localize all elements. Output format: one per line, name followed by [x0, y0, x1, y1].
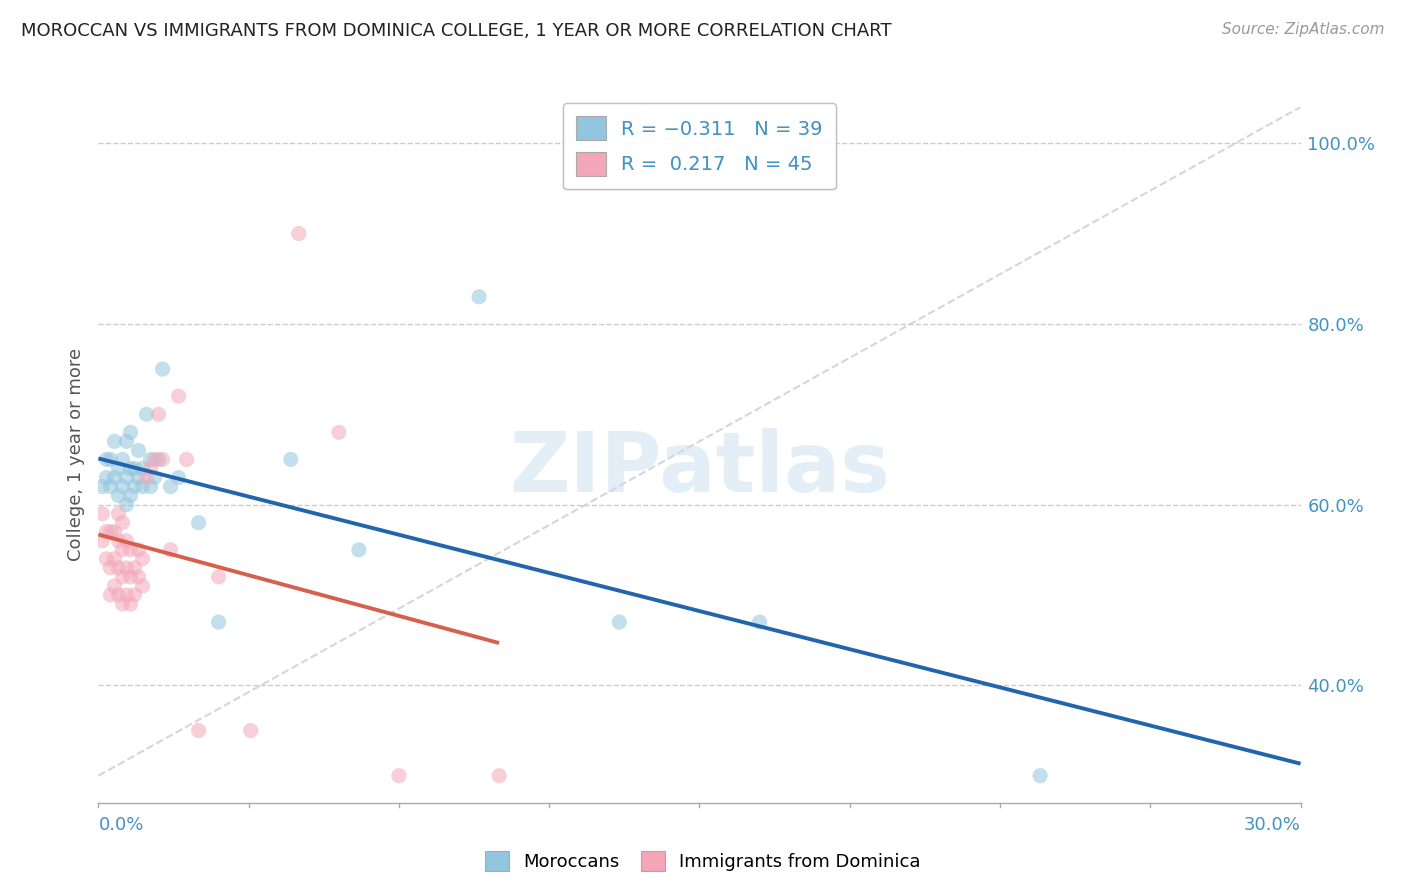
Point — [167, 470, 190, 484]
Text: 30.0%: 30.0% — [1244, 816, 1301, 834]
Point — [124, 461, 146, 475]
Point — [128, 570, 150, 584]
Point — [96, 470, 118, 484]
Point — [107, 461, 129, 475]
Point — [488, 769, 510, 783]
Point — [131, 461, 153, 475]
Legend: R = −0.311   N = 39, R =  0.217   N = 45: R = −0.311 N = 39, R = 0.217 N = 45 — [562, 103, 837, 189]
Point — [128, 542, 150, 557]
Point — [176, 452, 198, 467]
Point — [120, 489, 142, 503]
Point — [131, 551, 153, 566]
Point — [107, 507, 129, 521]
Point — [111, 597, 134, 611]
Point — [148, 407, 170, 421]
Point — [328, 425, 350, 440]
Point — [115, 498, 138, 512]
Point — [159, 542, 181, 557]
Point — [100, 452, 122, 467]
Text: Source: ZipAtlas.com: Source: ZipAtlas.com — [1222, 22, 1385, 37]
Point — [152, 362, 174, 376]
Point — [120, 570, 142, 584]
Point — [103, 470, 125, 484]
Point — [107, 588, 129, 602]
Point — [124, 479, 146, 493]
Point — [152, 452, 174, 467]
Point — [148, 452, 170, 467]
Point — [124, 588, 146, 602]
Point — [139, 479, 162, 493]
Point — [167, 389, 190, 403]
Point — [115, 561, 138, 575]
Point — [111, 542, 134, 557]
Point — [120, 597, 142, 611]
Point — [111, 516, 134, 530]
Point — [103, 434, 125, 449]
Point — [115, 434, 138, 449]
Point — [128, 443, 150, 458]
Point — [159, 479, 181, 493]
Point — [96, 524, 118, 539]
Y-axis label: College, 1 year or more: College, 1 year or more — [66, 349, 84, 561]
Point — [100, 479, 122, 493]
Point — [239, 723, 262, 738]
Point — [139, 452, 162, 467]
Point — [280, 452, 302, 467]
Point — [187, 723, 209, 738]
Point — [96, 551, 118, 566]
Text: 0.0%: 0.0% — [98, 816, 143, 834]
Point — [609, 615, 631, 629]
Legend: Moroccans, Immigrants from Dominica: Moroccans, Immigrants from Dominica — [478, 844, 928, 879]
Point — [1029, 769, 1052, 783]
Point — [107, 561, 129, 575]
Point — [120, 461, 142, 475]
Point — [91, 479, 114, 493]
Point — [115, 470, 138, 484]
Text: ZIPatlas: ZIPatlas — [509, 428, 890, 509]
Point — [115, 588, 138, 602]
Point — [120, 542, 142, 557]
Point — [124, 561, 146, 575]
Text: MOROCCAN VS IMMIGRANTS FROM DOMINICA COLLEGE, 1 YEAR OR MORE CORRELATION CHART: MOROCCAN VS IMMIGRANTS FROM DOMINICA COL… — [21, 22, 891, 40]
Point — [748, 615, 770, 629]
Point — [91, 533, 114, 548]
Point — [131, 479, 153, 493]
Point — [103, 579, 125, 593]
Point — [131, 579, 153, 593]
Point — [107, 489, 129, 503]
Point — [135, 470, 157, 484]
Point — [91, 507, 114, 521]
Point — [96, 452, 118, 467]
Point — [388, 769, 411, 783]
Point — [135, 407, 157, 421]
Point — [208, 615, 231, 629]
Point — [143, 452, 166, 467]
Point — [100, 561, 122, 575]
Point — [115, 533, 138, 548]
Point — [187, 516, 209, 530]
Point — [128, 470, 150, 484]
Point — [100, 524, 122, 539]
Point — [107, 533, 129, 548]
Point — [120, 425, 142, 440]
Point — [288, 227, 311, 241]
Point — [468, 290, 491, 304]
Point — [111, 570, 134, 584]
Point — [111, 479, 134, 493]
Point — [103, 524, 125, 539]
Point — [103, 551, 125, 566]
Point — [139, 461, 162, 475]
Point — [347, 542, 370, 557]
Point — [208, 570, 231, 584]
Point — [100, 588, 122, 602]
Point — [111, 452, 134, 467]
Point — [143, 470, 166, 484]
